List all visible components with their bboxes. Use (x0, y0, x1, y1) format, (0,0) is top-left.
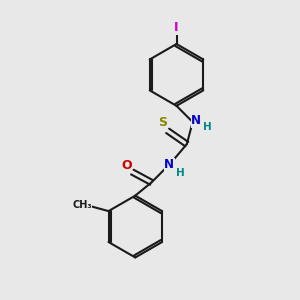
Text: I: I (174, 21, 179, 34)
Text: H: H (203, 122, 212, 132)
Text: S: S (158, 116, 167, 129)
Text: N: N (164, 158, 174, 171)
Text: N: N (191, 114, 201, 127)
Text: O: O (121, 159, 132, 172)
Text: CH₃: CH₃ (72, 200, 92, 210)
Text: H: H (176, 168, 184, 178)
